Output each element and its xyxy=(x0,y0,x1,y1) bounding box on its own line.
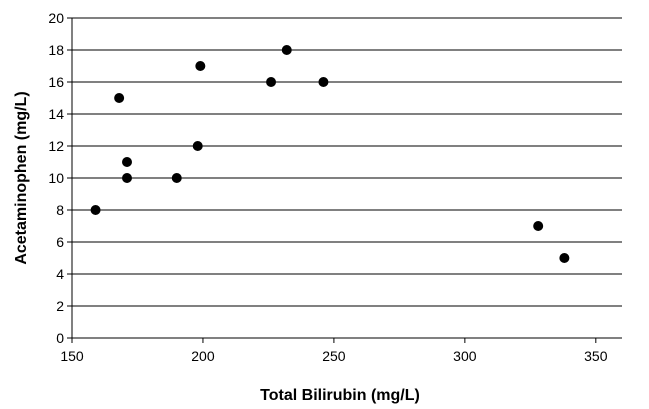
data-point xyxy=(533,221,544,231)
y-tick-labels: 0 2 4 6 8 10 12 14 16 18 20 xyxy=(48,10,64,346)
data-points xyxy=(90,45,570,263)
x-tick-label: 150 xyxy=(60,348,84,364)
data-point xyxy=(195,61,206,71)
data-point xyxy=(90,205,101,215)
data-point xyxy=(266,77,277,87)
data-point xyxy=(114,93,125,103)
y-tick-label: 12 xyxy=(48,138,64,154)
data-point xyxy=(122,157,132,167)
data-point xyxy=(281,45,292,55)
y-tick-label: 14 xyxy=(48,106,64,122)
data-point xyxy=(192,141,203,151)
y-tick-label: 20 xyxy=(48,10,64,26)
y-axis-title: Acetaminophen (mg/L) xyxy=(13,91,30,264)
x-tick-labels: 150 200 250 300 350 xyxy=(60,348,607,364)
y-tick-label: 6 xyxy=(56,234,64,250)
axes xyxy=(67,17,622,343)
y-tick-label: 10 xyxy=(48,170,64,186)
y-tick-label: 0 xyxy=(56,330,64,346)
x-tick-label: 300 xyxy=(453,348,477,364)
y-tick-label: 18 xyxy=(48,42,64,58)
gridlines xyxy=(72,17,622,307)
x-tick-label: 200 xyxy=(191,348,215,364)
y-tick-label: 8 xyxy=(56,202,64,218)
x-axis-title: Total Bilirubin (mg/L) xyxy=(260,387,420,404)
y-tick-label: 16 xyxy=(48,74,64,90)
data-point xyxy=(318,77,329,87)
y-tick-label: 4 xyxy=(56,266,64,282)
data-point xyxy=(122,173,132,183)
x-tick-label: 350 xyxy=(584,348,608,364)
data-point xyxy=(171,173,182,183)
x-tick-label: 250 xyxy=(322,348,346,364)
data-point xyxy=(559,253,570,263)
y-tick-label: 2 xyxy=(56,298,64,314)
